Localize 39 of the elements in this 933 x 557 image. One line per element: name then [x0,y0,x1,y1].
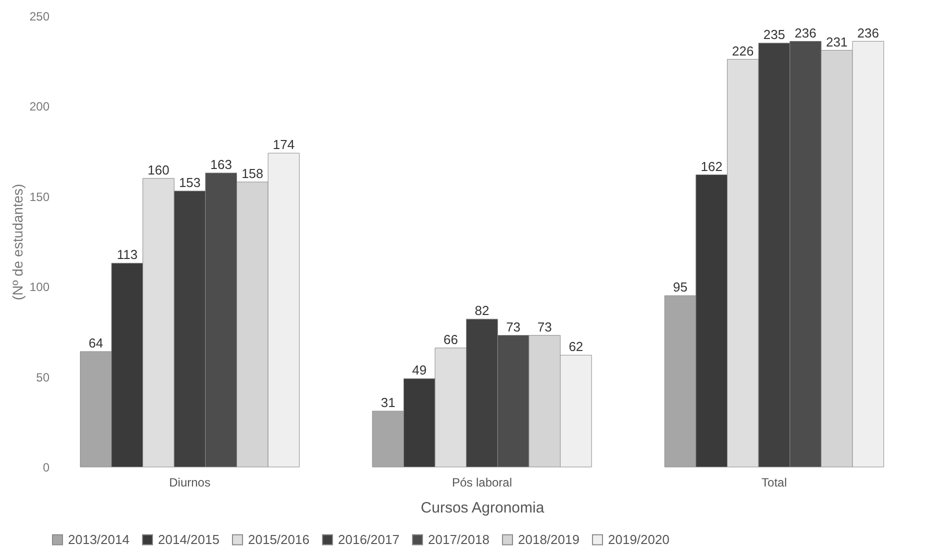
data-label: 73 [537,319,552,334]
legend-label: 2013/2014 [68,532,130,547]
data-label: 95 [673,280,688,295]
data-label: 235 [763,27,786,42]
data-label: 163 [210,156,232,172]
data-label: 82 [474,303,490,318]
data-label: 226 [732,43,754,58]
data-label: 62 [568,339,584,354]
data-label: 174 [272,137,295,152]
legend-label: 2016/2017 [338,532,400,547]
data-label: 113 [116,247,138,262]
data-label: 31 [380,395,396,410]
legend-label: 2014/2015 [158,532,220,547]
legend-label: 2018/2019 [518,532,580,547]
data-label: 160 [148,162,170,178]
y-tick-label: 250 [29,10,50,24]
data-label: 153 [178,174,201,190]
x-tick-label: Diurnos [169,476,210,490]
data-label: 49 [412,362,427,378]
x-tick-label: Pós laboral [452,476,512,490]
y-tick-label: 50 [36,370,50,384]
data-label: 64 [88,336,104,351]
y-tick-label: 100 [29,280,50,294]
x-axis-title: Cursos Agronomia [420,500,545,516]
legend-label: 2017/2018 [428,532,490,547]
y-tick-label: 200 [29,100,50,114]
x-tick-label: Total [762,476,787,490]
data-label: 236 [794,25,816,40]
data-label: 162 [700,158,722,174]
legend-label: 2015/2016 [248,532,310,547]
data-label: 231 [826,34,848,50]
data-label: 158 [242,166,264,181]
data-label: 66 [443,332,458,347]
data-label: 73 [506,319,521,334]
legend-label: 2019/2020 [608,532,670,547]
y-axis-title: (Nº de estudantes) [9,184,26,300]
y-tick-label: 0 [42,460,50,474]
data-label: 236 [857,25,879,40]
y-tick-label: 150 [29,190,50,204]
